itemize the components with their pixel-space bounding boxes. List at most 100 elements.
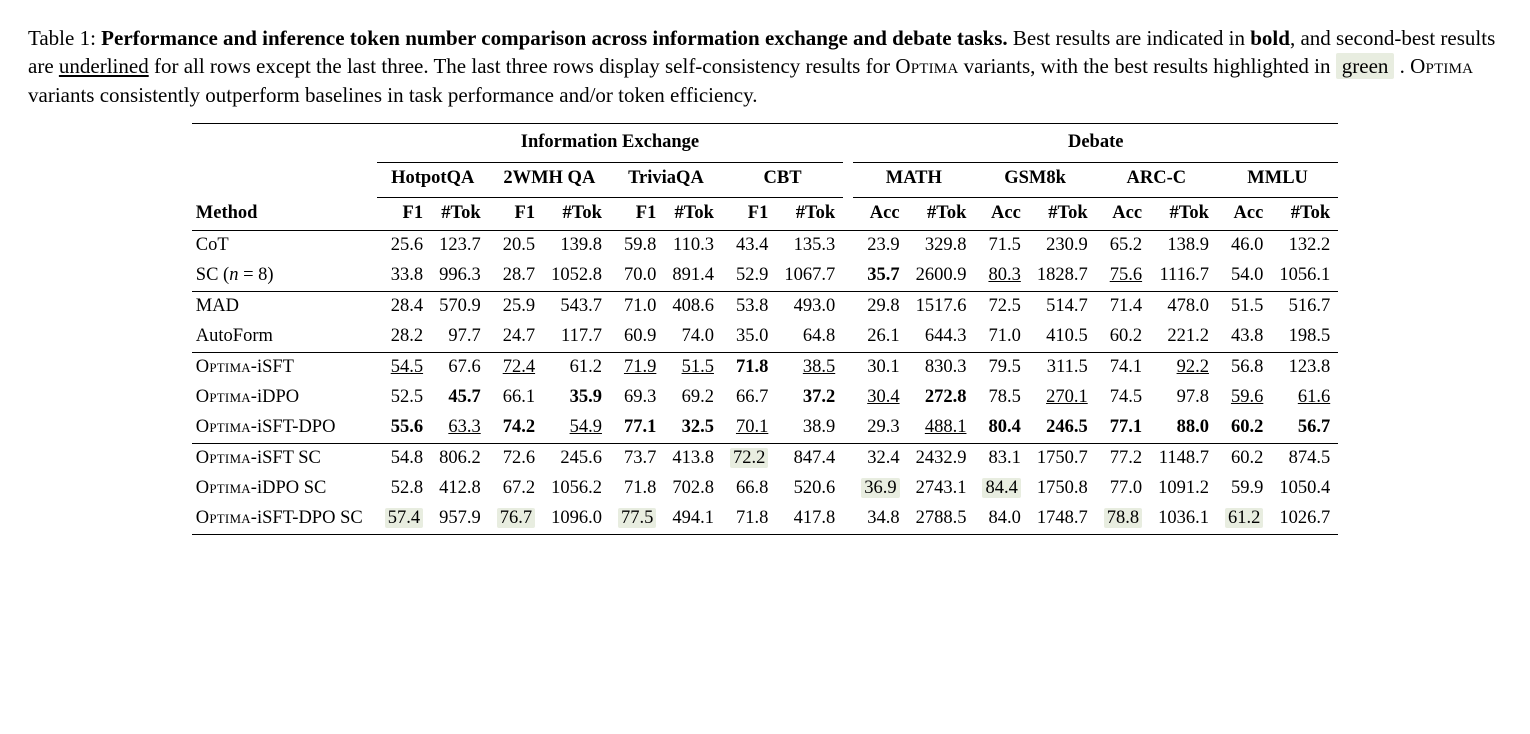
value-cell: 72.6 bbox=[489, 443, 543, 473]
value-cell: 1026.7 bbox=[1271, 504, 1338, 534]
method-cell: Optima-iSFT-DPO SC bbox=[192, 504, 377, 534]
value-cell: 198.5 bbox=[1271, 322, 1338, 352]
header-dataset: MMLU bbox=[1217, 163, 1338, 193]
table-row: MAD28.4570.925.9543.771.0408.653.8493.02… bbox=[192, 291, 1338, 321]
value-cell: 1091.2 bbox=[1150, 474, 1217, 504]
header-metric: F1 bbox=[610, 198, 664, 230]
value-cell: 28.2 bbox=[377, 322, 431, 352]
value-cell: 71.8 bbox=[722, 504, 776, 534]
value-cell: 46.0 bbox=[1217, 230, 1271, 260]
value-cell: 30.4 bbox=[853, 383, 907, 413]
value-cell: 1096.0 bbox=[543, 504, 610, 534]
optima-name: Optima bbox=[895, 54, 958, 78]
header-metric: #Tok bbox=[1271, 198, 1338, 230]
value-cell: 28.7 bbox=[489, 261, 543, 291]
value-cell: 57.4 bbox=[377, 504, 431, 534]
value-cell: 52.8 bbox=[377, 474, 431, 504]
value-cell: 51.5 bbox=[1217, 291, 1271, 321]
value-cell: 478.0 bbox=[1150, 291, 1217, 321]
value-cell: 1056.1 bbox=[1271, 261, 1338, 291]
value-cell: 71.0 bbox=[610, 291, 664, 321]
value-cell: 2743.1 bbox=[908, 474, 975, 504]
value-cell: 55.6 bbox=[377, 413, 431, 443]
header-dataset: HotpotQA bbox=[377, 163, 489, 193]
value-cell: 139.8 bbox=[543, 230, 610, 260]
header-metric: F1 bbox=[377, 198, 431, 230]
value-cell: 806.2 bbox=[431, 443, 489, 473]
value-cell: 60.2 bbox=[1217, 413, 1271, 443]
value-cell: 65.2 bbox=[1096, 230, 1150, 260]
header-dataset: 2WMH QA bbox=[489, 163, 610, 193]
caption-text: variants consistently outperform baselin… bbox=[28, 83, 758, 107]
value-cell: 59.6 bbox=[1217, 383, 1271, 413]
value-cell: 413.8 bbox=[664, 443, 722, 473]
header-dataset: ARC-C bbox=[1096, 163, 1217, 193]
value-cell: 33.8 bbox=[377, 261, 431, 291]
value-cell: 847.4 bbox=[776, 443, 843, 473]
value-cell: 311.5 bbox=[1029, 352, 1096, 382]
value-cell: 135.3 bbox=[776, 230, 843, 260]
value-cell: 1067.7 bbox=[776, 261, 843, 291]
value-cell: 45.7 bbox=[431, 383, 489, 413]
header-metric: #Tok bbox=[776, 198, 843, 230]
value-cell: 75.6 bbox=[1096, 261, 1150, 291]
value-cell: 97.8 bbox=[1150, 383, 1217, 413]
value-cell: 132.2 bbox=[1271, 230, 1338, 260]
value-cell: 54.8 bbox=[377, 443, 431, 473]
value-cell: 67.2 bbox=[489, 474, 543, 504]
header-metric: #Tok bbox=[664, 198, 722, 230]
header-metric: Acc bbox=[1217, 198, 1271, 230]
value-cell: 84.4 bbox=[974, 474, 1028, 504]
value-cell: 1050.4 bbox=[1271, 474, 1338, 504]
value-cell: 71.8 bbox=[610, 474, 664, 504]
value-cell: 80.4 bbox=[974, 413, 1028, 443]
value-cell: 245.6 bbox=[543, 443, 610, 473]
value-cell: 37.2 bbox=[776, 383, 843, 413]
value-cell: 570.9 bbox=[431, 291, 489, 321]
value-cell: 66.1 bbox=[489, 383, 543, 413]
value-cell: 408.6 bbox=[664, 291, 722, 321]
value-cell: 52.5 bbox=[377, 383, 431, 413]
value-cell: 488.1 bbox=[908, 413, 975, 443]
caption-text: . bbox=[1394, 54, 1410, 78]
value-cell: 874.5 bbox=[1271, 443, 1338, 473]
value-cell: 32.4 bbox=[853, 443, 907, 473]
value-cell: 123.8 bbox=[1271, 352, 1338, 382]
value-cell: 79.5 bbox=[974, 352, 1028, 382]
header-dataset: CBT bbox=[722, 163, 843, 193]
value-cell: 43.4 bbox=[722, 230, 776, 260]
value-cell: 2600.9 bbox=[908, 261, 975, 291]
value-cell: 1750.8 bbox=[1029, 474, 1096, 504]
header-dataset: MATH bbox=[853, 163, 974, 193]
method-cell: SC (n = 8) bbox=[192, 261, 377, 291]
value-cell: 78.8 bbox=[1096, 504, 1150, 534]
value-cell: 38.5 bbox=[776, 352, 843, 382]
table-row: SC (n = 8)33.8996.328.71052.870.0891.452… bbox=[192, 261, 1338, 291]
header-metric: F1 bbox=[489, 198, 543, 230]
table-row: AutoForm28.297.724.7117.760.974.035.064.… bbox=[192, 322, 1338, 352]
value-cell: 1116.7 bbox=[1150, 261, 1217, 291]
table-row: Optima-iSFT-DPO55.663.374.254.977.132.57… bbox=[192, 413, 1338, 443]
value-cell: 80.3 bbox=[974, 261, 1028, 291]
value-cell: 54.5 bbox=[377, 352, 431, 382]
value-cell: 59.8 bbox=[610, 230, 664, 260]
value-cell: 67.6 bbox=[431, 352, 489, 382]
value-cell: 110.3 bbox=[664, 230, 722, 260]
table-row: Optima-iSFT54.567.672.461.271.951.571.83… bbox=[192, 352, 1338, 382]
value-cell: 23.9 bbox=[853, 230, 907, 260]
caption-green-word: green bbox=[1336, 53, 1395, 79]
value-cell: 29.8 bbox=[853, 291, 907, 321]
value-cell: 92.2 bbox=[1150, 352, 1217, 382]
header-metric: Acc bbox=[853, 198, 907, 230]
value-cell: 60.2 bbox=[1217, 443, 1271, 473]
value-cell: 123.7 bbox=[431, 230, 489, 260]
value-cell: 77.2 bbox=[1096, 443, 1150, 473]
value-cell: 494.1 bbox=[664, 504, 722, 534]
header-metric: #Tok bbox=[908, 198, 975, 230]
value-cell: 26.1 bbox=[853, 322, 907, 352]
method-cell: AutoForm bbox=[192, 322, 377, 352]
value-cell: 74.1 bbox=[1096, 352, 1150, 382]
method-cell: Optima-iDPO bbox=[192, 383, 377, 413]
value-cell: 84.0 bbox=[974, 504, 1028, 534]
value-cell: 410.5 bbox=[1029, 322, 1096, 352]
